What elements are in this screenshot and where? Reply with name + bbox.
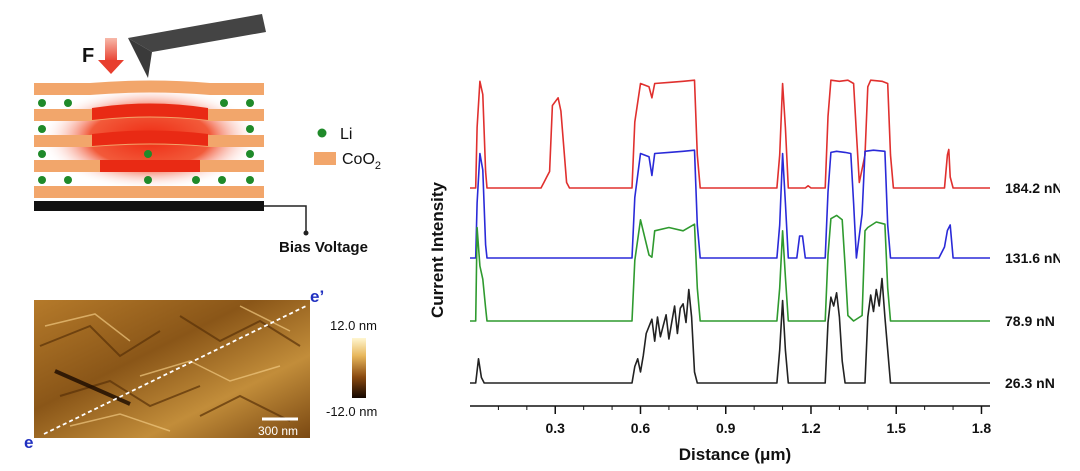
bias-wire <box>264 205 307 232</box>
series-label: 131.6 nN <box>1005 250 1060 266</box>
force-arrow <box>98 38 124 74</box>
series-line <box>470 149 990 259</box>
colorbar-max: 12.0 nm <box>330 318 377 333</box>
colorbar <box>352 338 366 398</box>
x-tick-label: 1.2 <box>801 420 821 436</box>
afm-tip-icon <box>128 14 266 78</box>
series-label: 78.9 nN <box>1005 313 1055 329</box>
hot-layers <box>92 103 208 172</box>
profile-end-label: e’ <box>310 287 324 306</box>
bias-voltage-label: Bias Voltage <box>279 239 368 256</box>
coo2-legend-swatch <box>314 152 336 165</box>
x-tick-label: 0.9 <box>716 420 736 436</box>
current-profile-chart: Current Intensity Distance (μm) 0.3 0.6 0.… <box>428 79 1060 464</box>
colorbar-min: -12.0 nm <box>326 404 377 419</box>
afm-topography-image: 300 nm <box>34 300 310 438</box>
y-axis-label: Current Intensity <box>428 181 447 318</box>
series-label: 184.2 nN <box>1005 180 1060 196</box>
li-legend-dot <box>317 128 327 138</box>
afm-panel: 300 nm e e’ 12.0 nm -12.0 nm <box>24 287 377 452</box>
series-line <box>470 214 990 322</box>
schematic-panel: F Bias Voltage Li CoO2 <box>34 14 381 256</box>
series-line <box>470 277 990 384</box>
x-tick-label: 0.6 <box>631 420 651 436</box>
li-dots <box>38 99 254 184</box>
substrate <box>34 201 264 211</box>
series-line <box>470 79 990 189</box>
series-label: 26.3 nN <box>1005 375 1055 391</box>
li-legend-label: Li <box>340 126 352 143</box>
x-tick-label: 0.3 <box>546 420 566 436</box>
x-axis-label: Distance (μm) <box>679 445 791 464</box>
x-tick-label: 1.8 <box>972 420 992 436</box>
profile-start-label: e <box>24 433 33 452</box>
x-tick-label: 1.5 <box>886 420 906 436</box>
scalebar-label: 300 nm <box>258 424 298 438</box>
coo2-legend-label: CoO2 <box>342 151 381 172</box>
force-label: F <box>82 45 94 67</box>
